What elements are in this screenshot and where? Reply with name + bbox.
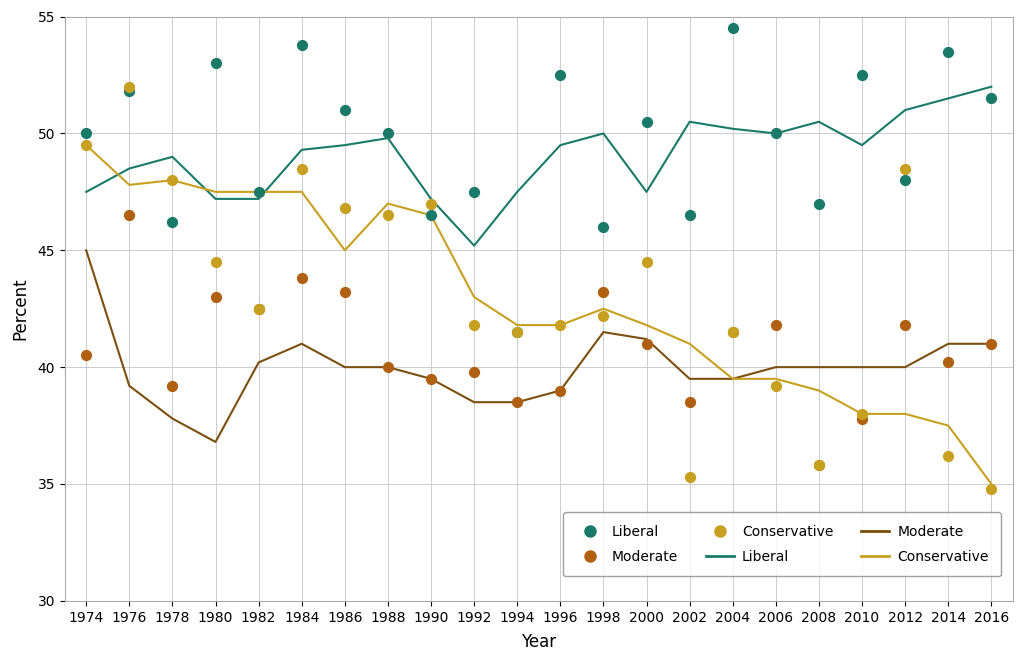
- Point: [638, 338, 654, 349]
- Point: [811, 460, 827, 471]
- Point: [78, 350, 94, 361]
- Point: [251, 303, 267, 314]
- Point: [509, 327, 525, 338]
- Point: [854, 413, 870, 424]
- Point: [78, 140, 94, 150]
- Point: [466, 187, 482, 197]
- Point: [294, 39, 310, 50]
- Point: [811, 460, 827, 471]
- Point: [983, 338, 999, 349]
- Point: [337, 287, 353, 298]
- Point: [380, 128, 396, 139]
- Point: [983, 483, 999, 494]
- Point: [638, 257, 654, 267]
- Point: [897, 164, 913, 174]
- Point: [164, 217, 180, 228]
- Point: [854, 408, 870, 419]
- Point: [595, 310, 611, 321]
- Point: [121, 210, 137, 220]
- Point: [509, 397, 525, 408]
- Point: [552, 70, 568, 80]
- Point: [121, 81, 137, 92]
- Point: [337, 105, 353, 115]
- Point: [207, 292, 223, 303]
- Point: [294, 273, 310, 283]
- Point: [509, 327, 525, 338]
- Point: [423, 210, 439, 220]
- Point: [164, 381, 180, 391]
- Y-axis label: Percent: Percent: [11, 277, 29, 340]
- Legend: Liberal, Moderate, Conservative, Liberal, Moderate, Conservative: Liberal, Moderate, Conservative, Liberal…: [563, 512, 1001, 577]
- Point: [725, 327, 741, 338]
- Point: [466, 367, 482, 377]
- Point: [552, 385, 568, 396]
- Point: [940, 451, 956, 461]
- Point: [121, 86, 137, 97]
- Point: [337, 203, 353, 214]
- Point: [423, 373, 439, 384]
- Point: [380, 210, 396, 220]
- Point: [768, 381, 784, 391]
- Point: [768, 128, 784, 139]
- Point: [380, 362, 396, 373]
- Point: [725, 327, 741, 338]
- Point: [251, 303, 267, 314]
- Point: [983, 93, 999, 104]
- Point: [897, 320, 913, 330]
- Point: [207, 257, 223, 267]
- Point: [725, 23, 741, 34]
- Point: [854, 70, 870, 80]
- Point: [768, 320, 784, 330]
- Point: [466, 320, 482, 330]
- Point: [595, 287, 611, 298]
- Point: [681, 472, 697, 483]
- Point: [595, 222, 611, 232]
- Point: [78, 128, 94, 139]
- Point: [811, 198, 827, 209]
- Point: [294, 164, 310, 174]
- Point: [940, 46, 956, 57]
- Point: [207, 58, 223, 69]
- Point: [638, 117, 654, 127]
- Point: [251, 187, 267, 197]
- Point: [681, 210, 697, 220]
- Point: [423, 198, 439, 209]
- Point: [552, 320, 568, 330]
- X-axis label: Year: Year: [521, 633, 556, 651]
- Point: [940, 357, 956, 368]
- Point: [897, 175, 913, 185]
- Point: [164, 175, 180, 185]
- Point: [681, 397, 697, 408]
